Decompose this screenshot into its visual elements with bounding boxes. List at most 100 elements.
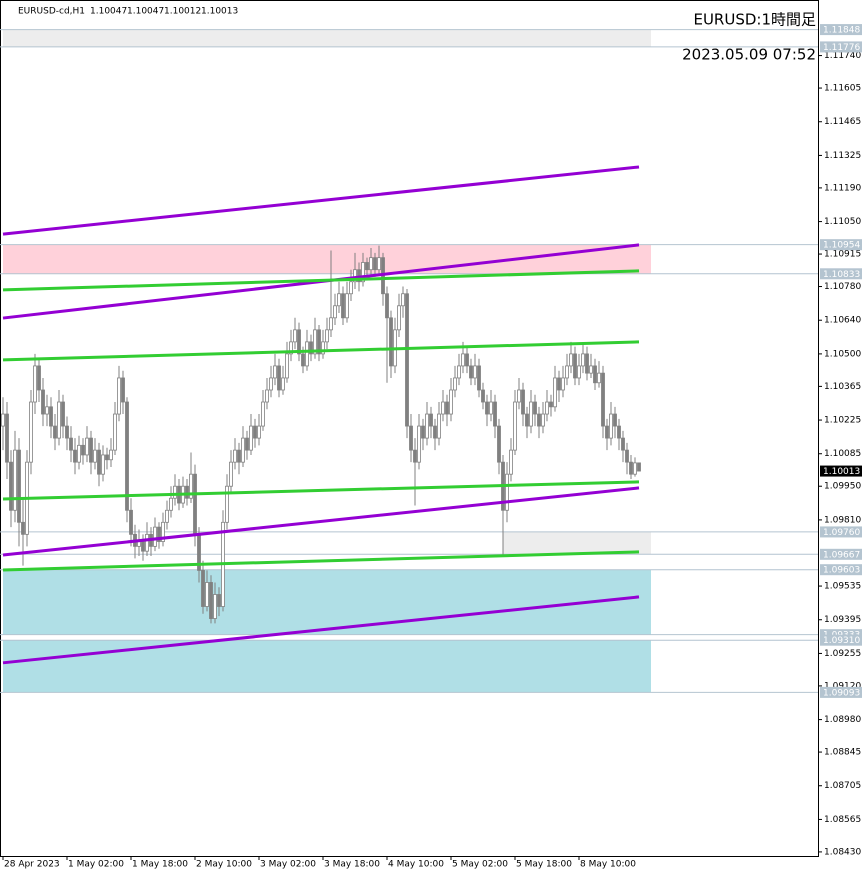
zone <box>3 244 651 274</box>
level-label: 1.10833 <box>823 270 860 280</box>
x-tick-label: 5 May 18:00 <box>516 860 572 870</box>
symbol: EURUSD-cd,H1 <box>18 7 85 17</box>
candle-body <box>489 401 493 415</box>
candle-body <box>21 521 25 535</box>
candle-body <box>329 317 333 331</box>
level-label: 1.11848 <box>823 26 860 36</box>
candle-body <box>449 389 453 415</box>
candle-body <box>53 425 57 439</box>
y-tick-label: 1.11190 <box>824 183 861 193</box>
y-tick-label: 1.09255 <box>824 649 861 659</box>
candle-body <box>109 449 113 461</box>
level-label: 1.10954 <box>823 241 860 251</box>
candle-body <box>545 401 549 415</box>
y-tick-label: 1.08980 <box>824 715 861 725</box>
candle-body <box>325 329 329 343</box>
trend-line <box>2 340 640 362</box>
candle-body <box>633 462 637 475</box>
candle-body <box>341 293 345 319</box>
candle-body <box>229 461 233 487</box>
candle-body <box>377 257 381 271</box>
candle-body <box>97 449 101 475</box>
level-label: 1.09603 <box>823 566 860 576</box>
y-tick-label: 1.11325 <box>824 151 861 161</box>
y-tick-label: 1.08705 <box>824 781 861 791</box>
candle-body <box>169 497 173 511</box>
zone <box>3 640 651 693</box>
trend-line <box>2 269 640 292</box>
candle-body <box>513 401 517 451</box>
candle-body <box>29 401 33 463</box>
x-tick-label: 5 May 02:00 <box>452 860 508 870</box>
candle-body <box>497 425 501 463</box>
candle-body <box>249 425 253 451</box>
candle-body <box>337 293 341 307</box>
candle-body <box>161 521 165 542</box>
level-label: 1.11776 <box>823 43 860 53</box>
candle-body <box>305 341 309 367</box>
y-tick-label: 1.10500 <box>824 349 861 359</box>
candle-body <box>273 365 277 379</box>
candle-body <box>509 449 513 475</box>
candle-body <box>289 341 293 355</box>
candle-body <box>425 413 429 439</box>
candle-body <box>113 413 117 451</box>
candle-body <box>65 425 69 439</box>
level-label: 1.09760 <box>823 528 860 538</box>
candle-body <box>613 413 617 427</box>
candle-body <box>297 329 301 355</box>
candle-body <box>521 389 525 415</box>
candle-body <box>213 594 217 619</box>
level-box <box>820 24 862 36</box>
candle-body <box>349 281 353 295</box>
x-tick-label: 28 Apr 2023 <box>4 860 60 870</box>
candle-body <box>201 570 205 607</box>
level-box <box>820 548 862 560</box>
level-box <box>820 634 862 646</box>
chart-title: EURUSD:1時間足 <box>693 11 816 29</box>
candle-body <box>141 541 145 552</box>
y-tick-label: 1.10640 <box>824 316 861 326</box>
candle-body <box>353 269 357 283</box>
candle-body <box>605 425 609 439</box>
candle-body <box>601 372 605 427</box>
level-box <box>820 564 862 576</box>
candle-body <box>417 425 421 463</box>
candle-body <box>621 437 625 451</box>
candle-body <box>405 293 409 427</box>
y-tick-label: 1.08845 <box>824 748 861 758</box>
candle-body <box>245 437 249 451</box>
candle-body <box>365 262 369 271</box>
candle-body <box>5 413 9 463</box>
candle-body <box>301 353 305 367</box>
y-tick-label: 1.10915 <box>824 250 861 260</box>
candle-body <box>445 401 449 415</box>
candle-body <box>461 353 465 367</box>
level-box <box>820 239 862 251</box>
candle-body <box>17 449 21 523</box>
candle-body <box>593 365 597 384</box>
candle-body <box>309 341 313 355</box>
candle-body <box>49 406 53 427</box>
candle-body <box>69 437 73 451</box>
candle-body <box>217 594 221 607</box>
candle-body <box>477 365 481 391</box>
candle-body <box>61 401 65 427</box>
candle-body <box>469 365 473 379</box>
candle-body <box>237 449 241 463</box>
candle-body <box>617 425 621 439</box>
candle-body <box>533 401 537 415</box>
candle-body <box>573 353 577 379</box>
candle-body <box>89 437 93 463</box>
candle-body <box>157 526 161 542</box>
candle-body <box>333 305 337 319</box>
candle-body <box>529 401 533 427</box>
candle-body <box>569 353 573 367</box>
candle-body <box>589 365 593 374</box>
candle-body <box>549 401 553 408</box>
chart-subtitle: 2023.05.09 07:52 <box>682 46 816 64</box>
candle-body <box>429 413 433 427</box>
candle-body <box>145 533 149 552</box>
candle-body <box>293 329 297 343</box>
candle-body <box>1 413 5 427</box>
